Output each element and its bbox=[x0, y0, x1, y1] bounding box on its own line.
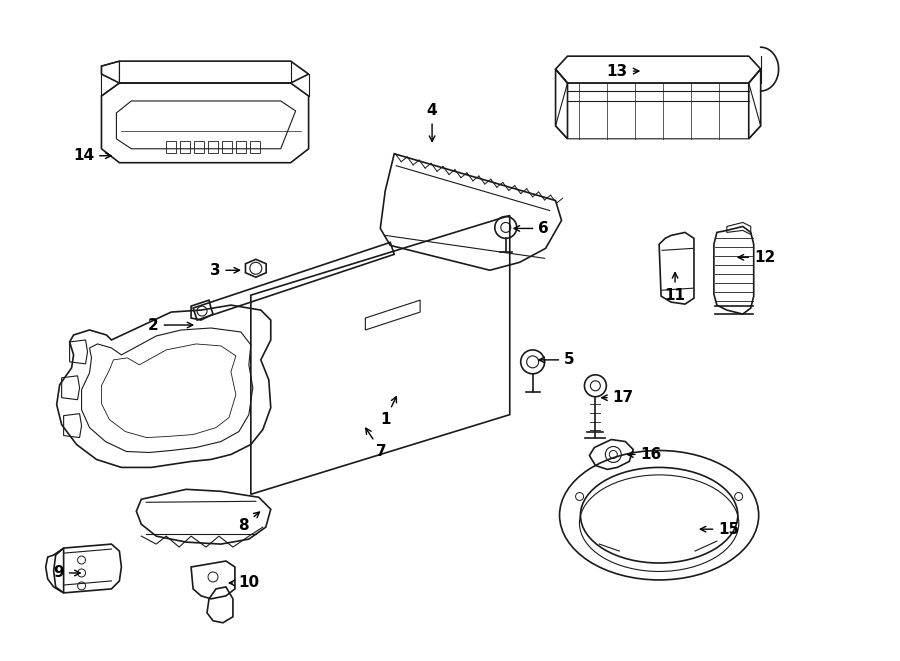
Text: 6: 6 bbox=[514, 221, 549, 236]
Text: 11: 11 bbox=[664, 272, 686, 303]
Text: 13: 13 bbox=[607, 63, 639, 79]
Text: 4: 4 bbox=[427, 103, 437, 141]
Text: 17: 17 bbox=[602, 390, 634, 405]
Text: 2: 2 bbox=[148, 317, 193, 332]
Text: 7: 7 bbox=[365, 428, 387, 459]
Text: 5: 5 bbox=[539, 352, 575, 368]
Text: 12: 12 bbox=[738, 250, 775, 265]
Text: 3: 3 bbox=[210, 263, 239, 278]
Text: 16: 16 bbox=[627, 447, 662, 462]
Text: 8: 8 bbox=[238, 512, 259, 533]
Text: 15: 15 bbox=[700, 522, 740, 537]
Text: 10: 10 bbox=[230, 576, 259, 590]
Text: 9: 9 bbox=[53, 565, 80, 580]
Text: 1: 1 bbox=[380, 397, 396, 427]
Text: 14: 14 bbox=[73, 148, 111, 163]
